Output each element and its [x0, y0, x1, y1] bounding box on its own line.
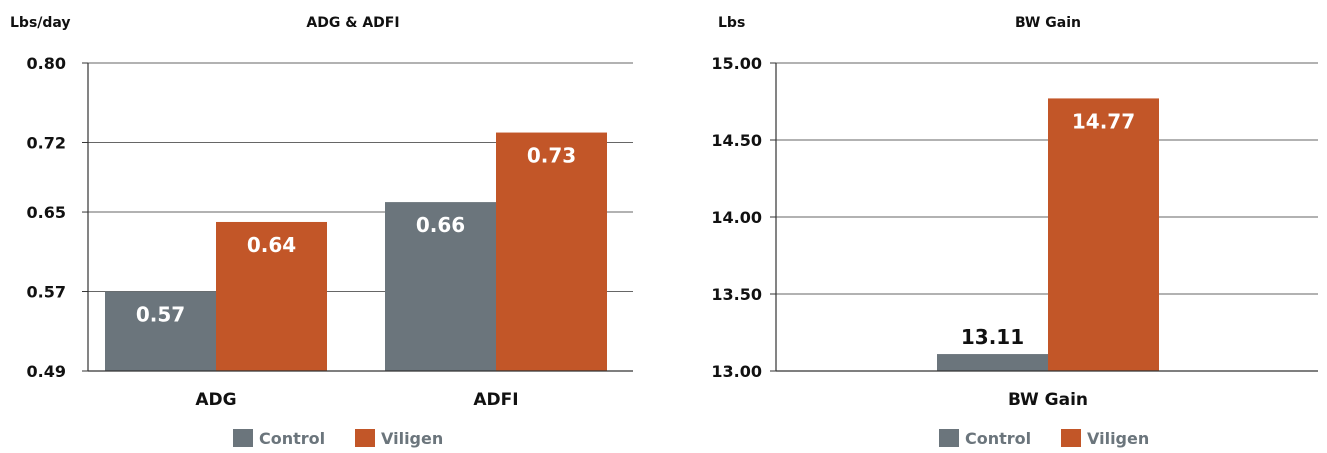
y-axis-label: Lbs — [718, 15, 745, 31]
legend-label-viligen: Viligen — [381, 429, 443, 448]
y-tick-label: 13.00 — [711, 362, 762, 381]
y-tick-label: 0.65 — [27, 203, 66, 222]
y-tick-label: 0.80 — [27, 54, 66, 73]
y-tick-label: 0.72 — [27, 133, 66, 152]
legend-swatch-control — [233, 429, 253, 447]
bw-gain-chart: Lbs BW Gain 13.00 13.50 14.00 14.50 15.00 13.… — [711, 15, 1318, 448]
chart-title: BW Gain — [1015, 15, 1081, 31]
category-label: BW Gain — [1008, 390, 1088, 410]
y-tick-label: 15.00 — [711, 54, 762, 73]
bar-control-adfi — [385, 202, 496, 371]
chart-title: ADG & ADFI — [306, 15, 399, 31]
data-label: 0.64 — [247, 233, 296, 257]
bar-viligen-adfi — [496, 132, 607, 371]
legend-label-control: Control — [965, 429, 1031, 448]
data-label: 0.73 — [527, 144, 576, 168]
legend-label-control: Control — [259, 429, 325, 448]
legend-swatch-viligen — [1061, 429, 1081, 447]
bar-control-bw-gain — [937, 354, 1048, 371]
y-axis-label: Lbs/day — [10, 15, 71, 31]
y-tick-label: 0.49 — [27, 362, 66, 381]
adg-adfi-chart: Lbs/day ADG & ADFI 0.49 0.57 0.65 0.72 0.80 0… — [10, 15, 633, 448]
bar-viligen-adg — [216, 221, 327, 371]
y-tick-label: 14.50 — [711, 131, 762, 150]
legend-swatch-control — [939, 429, 959, 447]
y-tick-label: 14.00 — [711, 208, 762, 227]
data-label: 0.66 — [416, 213, 465, 237]
bar-control-adg — [105, 291, 216, 371]
legend-swatch-viligen — [355, 429, 375, 447]
y-tick-label: 13.50 — [711, 285, 762, 304]
legend-label-viligen: Viligen — [1087, 429, 1149, 448]
category-label: ADFI — [473, 390, 518, 410]
data-label: 13.11 — [961, 325, 1024, 349]
y-tick-label: 0.57 — [27, 283, 66, 302]
category-label: ADG — [195, 390, 236, 410]
data-label: 14.77 — [1072, 109, 1135, 133]
data-label: 0.57 — [136, 303, 185, 327]
bar-viligen-bw-gain — [1048, 98, 1159, 372]
